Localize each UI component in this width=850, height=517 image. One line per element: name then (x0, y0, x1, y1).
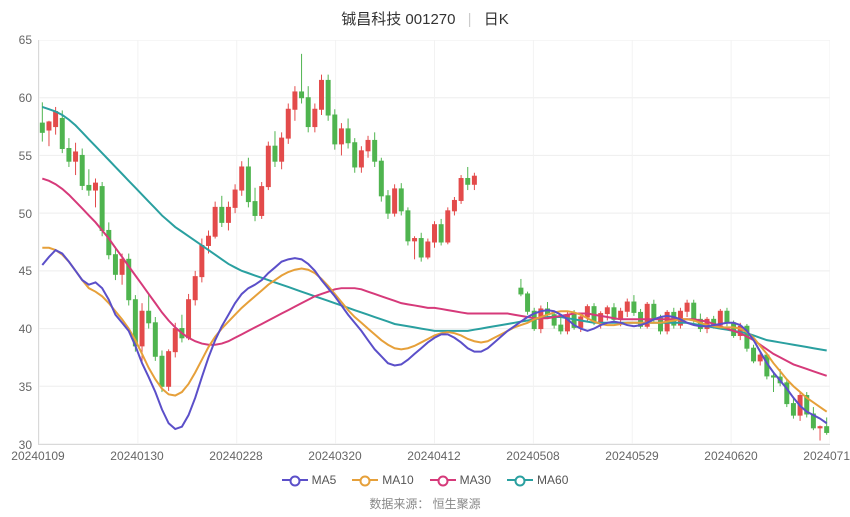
x-tick: 20240320 (308, 449, 361, 463)
legend-item-ma10[interactable]: MA10 (352, 473, 413, 487)
title-separator: | (468, 11, 472, 28)
legend-item-ma30[interactable]: MA30 (430, 473, 491, 487)
source-label: 数据来源： (369, 497, 429, 511)
x-tick: 20240228 (209, 449, 262, 463)
x-axis: 2024010920240130202402282024032020240412… (38, 445, 830, 465)
legend-swatch-icon (430, 479, 456, 481)
kline-chart: 铖昌科技 001270 | 日K 3035404550556065 202401… (0, 0, 850, 517)
legend: MA5 MA10 MA30 MA60 (0, 470, 850, 487)
legend-label: MA60 (537, 473, 568, 487)
y-tick: 60 (19, 91, 32, 105)
source-line: 数据来源： 恒生聚源 (0, 495, 850, 512)
x-tick: 20240529 (605, 449, 658, 463)
chart-title: 铖昌科技 001270 | 日K (0, 0, 850, 29)
stock-code: 001270 (405, 11, 455, 28)
y-tick: 35 (19, 380, 32, 394)
legend-label: MA30 (460, 473, 491, 487)
chart-period: 日K (484, 11, 509, 28)
y-tick: 65 (19, 33, 32, 47)
legend-swatch-icon (282, 479, 308, 481)
x-tick: 20240508 (506, 449, 559, 463)
source-value: 恒生聚源 (433, 497, 481, 511)
y-tick: 45 (19, 264, 32, 278)
legend-label: MA5 (312, 473, 337, 487)
legend-swatch-icon (507, 479, 533, 481)
x-tick: 20240412 (407, 449, 460, 463)
stock-name: 铖昌科技 (341, 11, 401, 28)
legend-item-ma60[interactable]: MA60 (507, 473, 568, 487)
legend-swatch-icon (352, 479, 378, 481)
y-axis: 3035404550556065 (0, 40, 36, 445)
legend-label: MA10 (382, 473, 413, 487)
y-tick: 55 (19, 149, 32, 163)
y-tick: 40 (19, 322, 32, 336)
plot-area (38, 40, 830, 445)
plot-svg (39, 40, 830, 444)
y-tick: 50 (19, 207, 32, 221)
x-tick: 20240130 (110, 449, 163, 463)
x-tick: 20240109 (11, 449, 64, 463)
x-tick: 20240710 (803, 449, 850, 463)
x-tick: 20240620 (704, 449, 757, 463)
legend-item-ma5[interactable]: MA5 (282, 473, 337, 487)
